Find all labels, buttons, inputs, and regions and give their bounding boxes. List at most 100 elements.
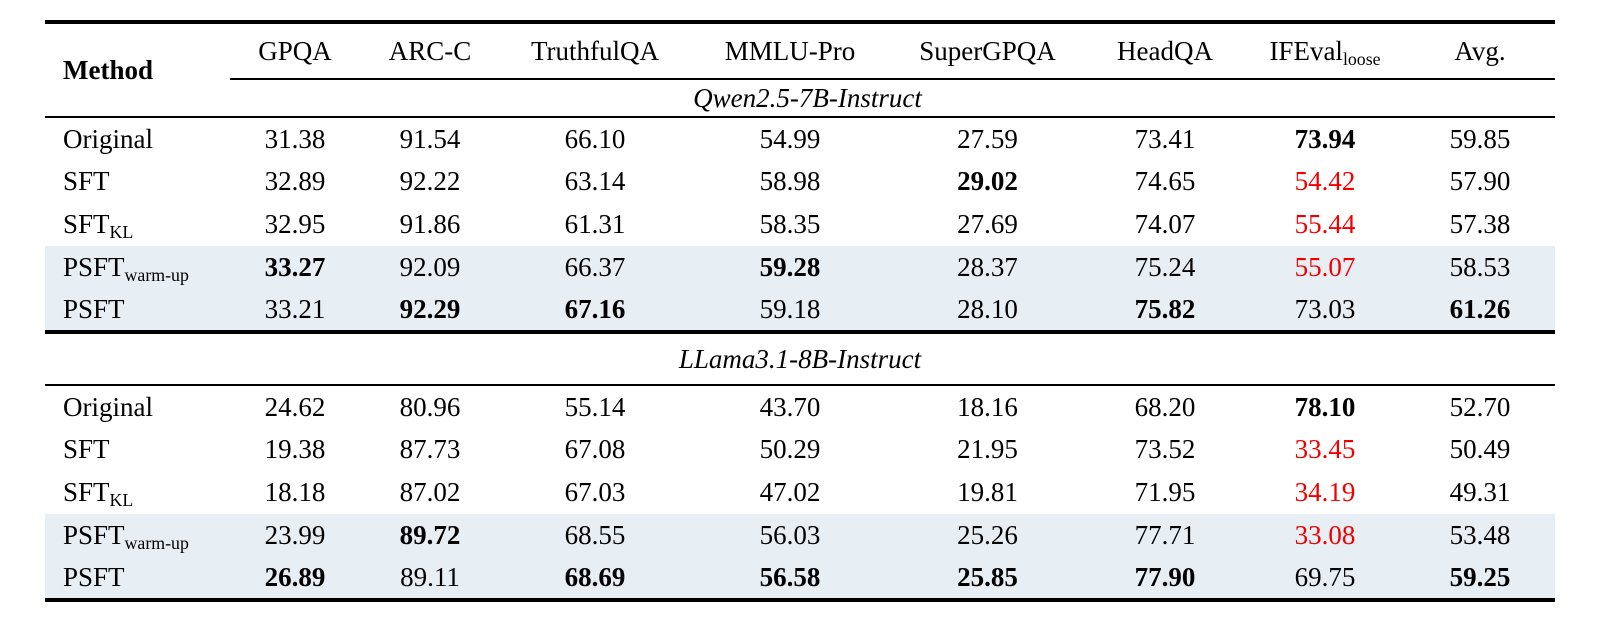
score-truthfulqa: 67.08	[564, 434, 626, 464]
section-body-llama: Original 24.62 80.96 55.14 43.70 18.16 68.20 78…	[45, 385, 1555, 602]
column-header-arc-c: ARC-C	[360, 20, 500, 80]
score-headqa: 74.65	[1134, 166, 1196, 196]
label-subscript: warm-up	[124, 532, 189, 553]
score-ifeval: 33.45	[1294, 434, 1356, 464]
score-headqa: 75.82	[1085, 289, 1245, 334]
score-truthfulqa: 68.55	[564, 520, 626, 550]
score-arc-c: 87.73	[399, 434, 461, 464]
section-title-row-qwen: Qwen2.5-7B-Instruct	[45, 79, 1555, 118]
method-cell: Original	[45, 117, 230, 160]
score-truthfulqa: 67.16	[500, 289, 690, 334]
score-supergpqa: 25.85	[890, 557, 1085, 602]
score-avg: 52.70	[1449, 391, 1511, 422]
section-body-qwen: Original 31.38 91.54 66.10 54.99 27.59 73.41 73…	[45, 117, 1555, 334]
label-text: PSFT	[63, 252, 125, 282]
section-title-qwen2-5-7b-instruct: Qwen2.5-7B-Instruct	[230, 79, 1555, 118]
label-text: PSFT	[63, 562, 125, 592]
score-mmlu-pro: 56.58	[690, 557, 890, 602]
score-mmlu-pro: 58.35	[759, 209, 821, 239]
score-headqa: 77.71	[1134, 520, 1196, 550]
column-header-ifeval: IFEvalloose	[1245, 20, 1405, 80]
score-gpqa: 32.89	[264, 166, 326, 196]
score-ifeval: 55.07	[1294, 252, 1356, 282]
score-ifeval: 69.75	[1245, 557, 1405, 602]
score-ifeval: 73.03	[1245, 289, 1405, 334]
method-cell: PSFTwarm-up	[45, 514, 230, 557]
column-header-mmlu-pro: MMLU-Pro	[690, 20, 890, 80]
score-arc-c: 92.29	[360, 289, 500, 334]
score-gpqa: 33.27	[264, 252, 326, 282]
score-ifeval: 33.08	[1294, 520, 1356, 550]
score-mmlu-pro: 43.70	[759, 391, 821, 422]
score-ifeval: 55.44	[1294, 209, 1356, 239]
score-avg: 58.53	[1449, 252, 1511, 282]
method-cell: Original	[45, 385, 230, 428]
label-text: PSFT	[63, 520, 125, 550]
label-subscript: KL	[109, 221, 134, 242]
label-text: GPQA	[258, 35, 332, 66]
score-arc-c: 91.54	[399, 123, 461, 154]
score-gpqa: 24.62	[264, 391, 326, 422]
method-cell: SFT	[45, 428, 230, 471]
table-row-original: Original 31.38 91.54 66.10 54.99 27.59 73.41 73…	[45, 117, 1555, 160]
score-ifeval: 73.94	[1294, 123, 1356, 154]
table-row-sft-kl: SFTKL 32.95 91.86 61.31 58.35 27.69 74.07 55.44…	[45, 203, 1555, 246]
score-arc-c: 89.11	[360, 557, 500, 602]
score-mmlu-pro: 56.03	[759, 520, 821, 550]
table-row-sft: SFT 32.89 92.22 63.14 58.98 29.02 74.65 54.42 57…	[45, 160, 1555, 203]
table-row-psft-warm-up: PSFTwarm-up 23.99 89.72 68.55 56.03 25.26 77.7…	[45, 514, 1555, 557]
label-text: Original	[63, 391, 153, 422]
score-avg: 49.31	[1449, 477, 1511, 507]
score-gpqa: 23.99	[264, 520, 326, 550]
table-row-sft: SFT 19.38 87.73 67.08 50.29 21.95 73.52 33.45 50…	[45, 428, 1555, 471]
score-mmlu-pro: 47.02	[759, 477, 821, 507]
method-cell: PSFTwarm-up	[45, 246, 230, 289]
label-text: SFT	[63, 209, 110, 239]
score-arc-c: 92.22	[399, 166, 461, 196]
section-title-llama3-1-8b-instruct: LLama3.1-8B-Instruct	[45, 332, 1555, 386]
score-gpqa: 19.38	[264, 434, 326, 464]
score-gpqa: 26.89	[230, 557, 360, 602]
score-truthfulqa: 61.31	[564, 209, 626, 239]
method-cell: SFT	[45, 160, 230, 203]
score-supergpqa: 27.69	[957, 209, 1018, 239]
score-arc-c: 92.09	[399, 252, 461, 282]
score-headqa: 75.24	[1134, 252, 1196, 282]
method-cell: PSFT	[45, 557, 230, 602]
label-text: IFEval	[1269, 35, 1343, 66]
score-avg: 50.49	[1449, 434, 1511, 464]
score-headqa: 71.95	[1134, 477, 1196, 507]
table-row-psft: PSFT 26.89 89.11 68.69 56.58 25.85 77.90 69.75 5…	[45, 557, 1555, 602]
method-cell: SFTKL	[45, 471, 230, 514]
section-title-row-llama: LLama3.1-8B-Instruct	[45, 332, 1555, 386]
label-text: HeadQA	[1117, 35, 1213, 66]
score-avg: 61.26	[1405, 289, 1555, 334]
score-avg: 59.25	[1405, 557, 1555, 602]
score-avg: 57.90	[1449, 166, 1511, 196]
score-avg: 59.85	[1449, 123, 1511, 154]
score-supergpqa: 28.10	[890, 289, 1085, 334]
label-text: SFT	[63, 477, 110, 507]
score-gpqa: 32.95	[264, 209, 326, 239]
score-mmlu-pro: 58.98	[759, 166, 821, 196]
score-truthfulqa: 66.10	[564, 123, 626, 154]
label-text: Avg.	[1454, 35, 1506, 66]
label-text: SFT	[63, 166, 110, 196]
label-text: MMLU-Pro	[724, 35, 856, 66]
score-ifeval: 54.42	[1294, 166, 1356, 196]
score-truthfulqa: 68.69	[500, 557, 690, 602]
score-headqa: 74.07	[1134, 209, 1196, 239]
table-row-psft: PSFT 33.21 92.29 67.16 59.18 28.10 75.82 73.03 6…	[45, 289, 1555, 334]
column-header-row: Method GPQA ARC-C TruthfulQA MMLU-Pro SuperGP…	[45, 20, 1555, 118]
label-text: PSFT	[63, 294, 125, 324]
score-supergpqa: 28.37	[957, 252, 1018, 282]
score-supergpqa: 21.95	[957, 434, 1018, 464]
score-truthfulqa: 55.14	[564, 391, 626, 422]
score-headqa: 73.41	[1134, 123, 1196, 154]
label-text: ARC-C	[388, 35, 472, 66]
table-row-sft-kl: SFTKL 18.18 87.02 67.03 47.02 19.81 71.95 34.19…	[45, 471, 1555, 514]
section-divider: LLama3.1-8B-Instruct	[45, 332, 1555, 386]
score-headqa: 73.52	[1134, 434, 1196, 464]
score-gpqa: 18.18	[264, 477, 326, 507]
